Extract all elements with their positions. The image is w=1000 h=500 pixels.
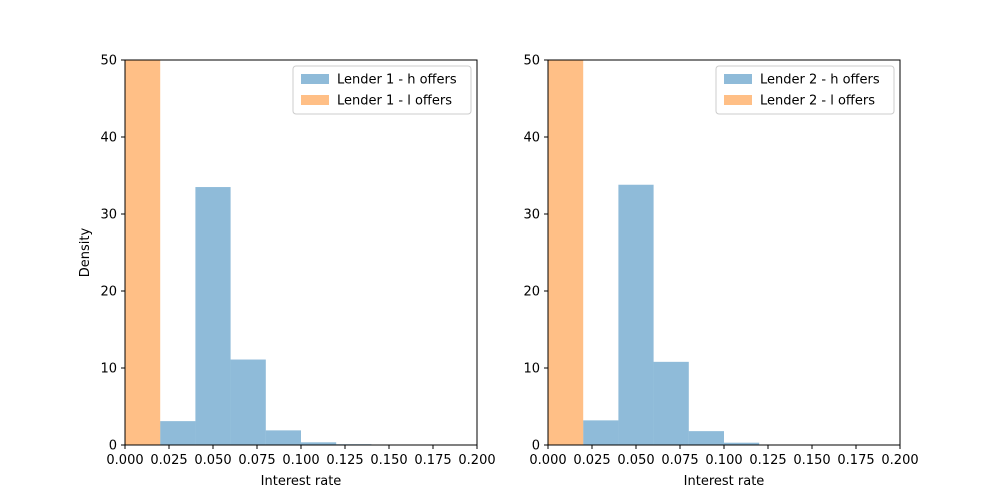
y-tick-label: 10 bbox=[100, 362, 117, 377]
x-tick-label: 0.175 bbox=[414, 453, 451, 468]
x-tick-label: 0.125 bbox=[749, 453, 786, 468]
y-tick-label: 30 bbox=[100, 208, 117, 223]
y-tick-label: 0 bbox=[109, 439, 117, 454]
x-tick-label: 0.000 bbox=[106, 453, 143, 468]
left-chart-panel: 0.000 0.025 0.050 0.075 0.100 0.125 0.150 0.175… bbox=[78, 54, 496, 490]
legend-swatch-lender-2-l-offers bbox=[724, 95, 752, 105]
legend-box bbox=[292, 65, 472, 115]
y-tick-label: 10 bbox=[523, 362, 540, 377]
histogram-bar-lender-1-h-offers-0 bbox=[160, 421, 196, 445]
legend-swatch-lender-1-h-offers bbox=[301, 74, 329, 84]
y-tick-label: 20 bbox=[523, 285, 540, 300]
bars-group bbox=[548, 60, 760, 445]
x-tick-label: 0.100 bbox=[282, 453, 319, 468]
histogram-bar-lender-1-h-offers-2 bbox=[230, 359, 266, 445]
x-tick-label: 0.000 bbox=[529, 453, 566, 468]
x-tick-label: 0.050 bbox=[617, 453, 654, 468]
histogram-bar-lender-2-h-offers-3 bbox=[688, 431, 724, 445]
histogram-bar-lender-2-h-offers-1 bbox=[618, 184, 654, 445]
histogram-bar-lender-2-h-offers-0 bbox=[583, 420, 619, 445]
y-tick-label: 0 bbox=[532, 439, 540, 454]
x-tick-label: 0.075 bbox=[238, 453, 275, 468]
legend-swatch-lender-2-h-offers bbox=[724, 74, 752, 84]
histogram-bar-lender-2-l-offers-0 bbox=[548, 60, 584, 445]
legend-box bbox=[715, 65, 895, 115]
legend: Lender 2 - h offers Lender 2 - l offers bbox=[715, 65, 895, 115]
x-tick-label: 0.025 bbox=[150, 453, 187, 468]
x-axis-label: Interest rate bbox=[684, 474, 765, 489]
legend-label-lender-1-h-offers: Lender 1 - h offers bbox=[337, 73, 457, 88]
histogram-bar-lender-1-h-offers-1 bbox=[195, 187, 231, 445]
x-tick-label: 0.025 bbox=[573, 453, 610, 468]
x-tick-label: 0.125 bbox=[326, 453, 363, 468]
x-tick-label: 0.075 bbox=[661, 453, 698, 468]
x-tick-label: 0.050 bbox=[194, 453, 231, 468]
y-tick-label: 20 bbox=[100, 285, 117, 300]
bars-group bbox=[125, 60, 372, 445]
x-tick-label: 0.150 bbox=[370, 453, 407, 468]
histogram-bar-lender-2-h-offers-4 bbox=[724, 442, 760, 445]
x-axis-label: Interest rate bbox=[261, 474, 342, 489]
y-axis-label: Density bbox=[78, 227, 93, 277]
y-tick-label: 30 bbox=[523, 208, 540, 223]
x-tick-label: 0.200 bbox=[881, 453, 918, 468]
x-tick-label: 0.100 bbox=[705, 453, 742, 468]
y-tick-label: 40 bbox=[100, 131, 117, 146]
histogram-bar-lender-1-h-offers-3 bbox=[265, 430, 301, 445]
x-tick-label: 0.175 bbox=[837, 453, 874, 468]
y-tick-label: 50 bbox=[100, 54, 117, 69]
right-chart-panel: 0.000 0.025 0.050 0.075 0.100 0.125 0.150 0.175… bbox=[523, 54, 918, 490]
y-tick-label: 50 bbox=[523, 54, 540, 69]
legend-label-lender-1-l-offers: Lender 1 - l offers bbox=[337, 94, 452, 109]
legend-label-lender-2-h-offers: Lender 2 - h offers bbox=[760, 73, 880, 88]
x-tick-label: 0.200 bbox=[458, 453, 495, 468]
legend-label-lender-2-l-offers: Lender 2 - l offers bbox=[760, 94, 875, 109]
histogram-bar-lender-1-h-offers-4 bbox=[301, 442, 337, 445]
histogram-bar-lender-1-l-offers-0 bbox=[125, 60, 161, 445]
y-tick-label: 40 bbox=[523, 131, 540, 146]
legend: Lender 1 - h offers Lender 1 - l offers bbox=[292, 65, 472, 115]
histogram-bar-lender-2-h-offers-2 bbox=[653, 361, 689, 445]
legend-swatch-lender-1-l-offers bbox=[301, 95, 329, 105]
x-tick-label: 0.150 bbox=[793, 453, 830, 468]
